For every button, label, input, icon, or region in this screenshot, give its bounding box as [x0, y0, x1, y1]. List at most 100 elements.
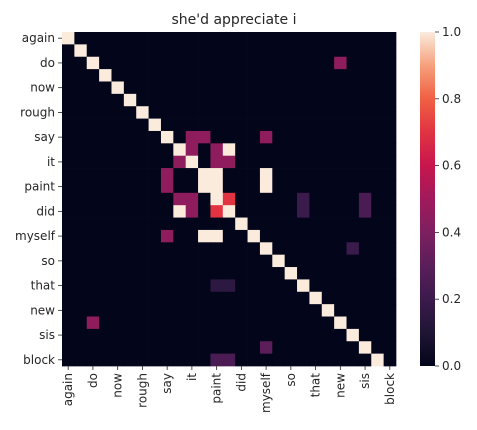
heatmap-cell: [136, 93, 149, 107]
heatmap-cell: [111, 205, 125, 218]
heatmap-cell: [321, 32, 335, 45]
heatmap-cell: [222, 205, 236, 218]
heatmap-cell: [123, 328, 137, 342]
colorbar-tick-label: 0.4: [442, 225, 461, 239]
heatmap-cell: [86, 217, 100, 231]
heatmap-cell: [222, 316, 236, 330]
heatmap-cell: [284, 291, 298, 305]
colorbar-tick-label: 0.0: [442, 359, 461, 373]
heatmap-cell: [235, 205, 248, 218]
heatmap-cell: [272, 143, 286, 157]
heatmap-cell: [222, 304, 236, 317]
heatmap-cell: [74, 56, 88, 70]
heatmap-cell: [346, 168, 360, 181]
heatmap-cell: [259, 192, 273, 206]
heatmap-cell: [123, 267, 137, 280]
heatmap-cell: [235, 155, 248, 169]
heatmap-cell: [123, 242, 137, 256]
heatmap-cell: [284, 143, 298, 157]
heatmap-cell: [160, 130, 174, 144]
x-tick-label: rough: [135, 373, 149, 408]
heatmap-cell: [334, 192, 347, 206]
heatmap-cell: [136, 353, 149, 367]
heatmap-cell: [123, 205, 137, 218]
heatmap-cell: [259, 155, 273, 169]
heatmap-cell: [358, 32, 372, 45]
heatmap-cell: [222, 81, 236, 95]
heatmap-cell: [148, 69, 162, 82]
heatmap-cell: [86, 180, 100, 194]
heatmap-cell: [148, 341, 162, 354]
heatmap-cell: [309, 118, 323, 132]
heatmap-cell: [371, 341, 384, 354]
heatmap-cell: [222, 32, 236, 45]
heatmap-cell: [259, 118, 273, 132]
heatmap-cell: [259, 254, 273, 268]
heatmap-cell: [383, 353, 397, 367]
heatmap-cell: [358, 69, 372, 82]
heatmap-cell: [309, 180, 323, 194]
heatmap-cell: [383, 279, 397, 293]
heatmap-cell: [185, 143, 199, 157]
heatmap-cell: [334, 229, 347, 243]
heatmap-cell: [86, 279, 100, 293]
heatmap-cell: [173, 316, 187, 330]
heatmap-cell: [198, 341, 211, 354]
heatmap-cell: [99, 229, 112, 243]
heatmap-cell: [99, 304, 112, 317]
heatmap-cell: [173, 254, 187, 268]
heatmap-cell: [247, 328, 261, 342]
heatmap-cell: [160, 118, 174, 132]
heatmap-cell: [160, 205, 174, 218]
heatmap-cell: [259, 168, 273, 181]
heatmap-cell: [247, 81, 261, 95]
heatmap-cell: [334, 291, 347, 305]
heatmap-cell: [222, 328, 236, 342]
heatmap-cell: [272, 279, 286, 293]
heatmap-cell: [259, 130, 273, 144]
heatmap-cell: [198, 267, 211, 280]
heatmap-cell: [334, 341, 347, 354]
heatmap-cell: [148, 106, 162, 119]
heatmap-cell: [309, 44, 323, 58]
heatmap-cell: [210, 353, 224, 367]
heatmap-cell: [136, 106, 149, 119]
heatmap-cell: [74, 93, 88, 107]
heatmap-cell: [173, 143, 187, 157]
heatmap-cell: [74, 180, 88, 194]
heatmap-cell: [346, 130, 360, 144]
heatmap-cell: [272, 217, 286, 231]
heatmap-cell: [86, 44, 100, 58]
heatmap-cell: [284, 130, 298, 144]
heatmap-cell: [123, 143, 137, 157]
heatmap-cell: [173, 81, 187, 95]
heatmap-cell: [148, 353, 162, 367]
heatmap-cell: [247, 316, 261, 330]
heatmap-cell: [235, 341, 248, 354]
heatmap-cell: [185, 155, 199, 169]
heatmap-cell: [297, 32, 310, 45]
heatmap-cell: [198, 106, 211, 119]
heatmap-cell: [321, 168, 335, 181]
heatmap-cell: [346, 180, 360, 194]
heatmap-cell: [284, 328, 298, 342]
heatmap-cell: [198, 242, 211, 256]
heatmap-cell: [111, 316, 125, 330]
heatmap-cell: [235, 291, 248, 305]
heatmap-cell: [148, 93, 162, 107]
heatmap-cell: [160, 56, 174, 70]
heatmap-cell: [210, 155, 224, 169]
heatmap-cell: [259, 93, 273, 107]
heatmap-cell: [111, 180, 125, 194]
heatmap-cell: [148, 229, 162, 243]
heatmap-cell: [111, 155, 125, 169]
heatmap-cell: [160, 291, 174, 305]
heatmap-cell: [86, 106, 100, 119]
heatmap-cell: [160, 279, 174, 293]
heatmap-cell: [123, 106, 137, 119]
heatmap-cell: [371, 316, 384, 330]
heatmap-cell: [148, 328, 162, 342]
heatmap-cell: [210, 118, 224, 132]
heatmap-cell: [247, 130, 261, 144]
heatmap-cell: [123, 304, 137, 317]
